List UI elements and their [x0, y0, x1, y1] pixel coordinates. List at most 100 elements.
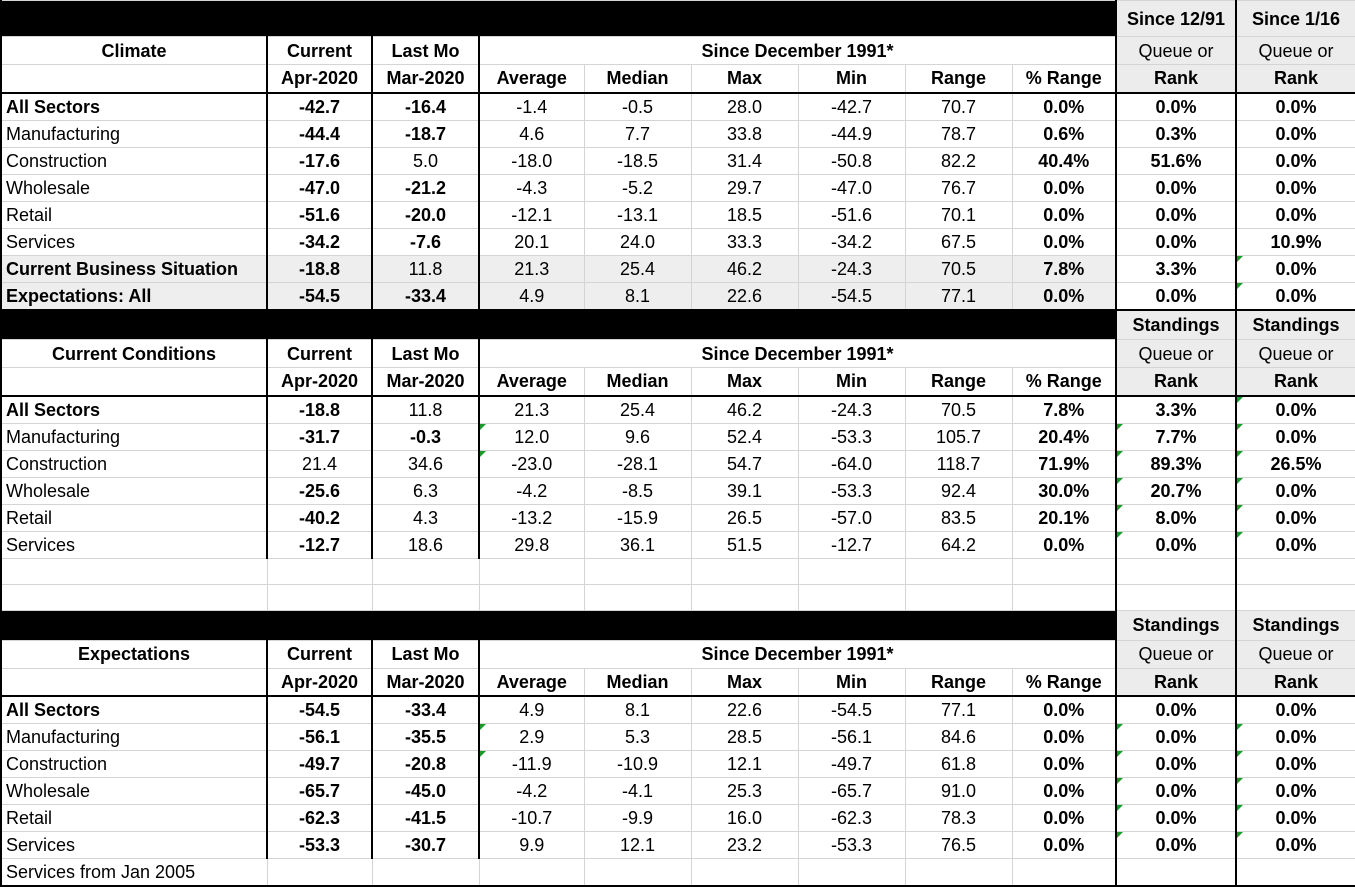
stat-avg[interactable]: 9.9	[478, 831, 585, 859]
stat-min[interactable]: -53.3	[797, 422, 906, 451]
stat-max[interactable]: 18.5	[690, 200, 799, 229]
stat-max[interactable]: 46.2	[690, 254, 799, 283]
since-header[interactable]: Since December 1991*	[477, 339, 1117, 368]
row-label[interactable]: All Sectors	[0, 395, 268, 424]
row-label[interactable]: All Sectors	[0, 695, 268, 724]
current-value[interactable]: -62.3	[266, 804, 373, 832]
stat-min[interactable]: -65.7	[797, 777, 906, 805]
row-label[interactable]: Wholesale	[0, 173, 268, 202]
rank-since-1991[interactable]: 0.0%	[1115, 173, 1237, 202]
empty-cell[interactable]	[266, 583, 373, 611]
stat-avg[interactable]: -4.2	[478, 777, 585, 805]
lastmo-value[interactable]: -20.8	[371, 750, 480, 778]
stat-avg[interactable]: -11.9	[478, 750, 585, 778]
stat-avg[interactable]: -18.0	[478, 146, 585, 175]
section-label[interactable]: Expectations	[0, 639, 268, 669]
lastmo-value[interactable]: -21.2	[371, 173, 480, 202]
rank-since-1991[interactable]: 89.3%	[1115, 449, 1237, 478]
rank-since-2016[interactable]: 0.0%	[1235, 200, 1355, 229]
standings-header[interactable]: Standings	[1235, 309, 1355, 340]
rank-since-2016[interactable]: 0.0%	[1235, 476, 1355, 505]
stat-avg[interactable]: 2.9	[478, 723, 585, 751]
stat-min[interactable]: -56.1	[797, 723, 906, 751]
rank-header[interactable]: Rank	[1235, 64, 1355, 94]
rank-since-1991[interactable]: 0.0%	[1115, 530, 1237, 559]
stat-range[interactable]: 70.5	[904, 254, 1013, 283]
lastmo-value[interactable]: 5.0	[371, 146, 480, 175]
stat-header[interactable]: Median	[583, 367, 692, 397]
stat-median[interactable]: 36.1	[583, 530, 692, 559]
rank-since-2016[interactable]: 0.0%	[1235, 92, 1355, 121]
empty-cell[interactable]	[0, 557, 268, 585]
row-label[interactable]: Retail	[0, 804, 268, 832]
empty-cell[interactable]	[1235, 858, 1355, 887]
stat-min[interactable]: -42.7	[797, 92, 906, 121]
current-value[interactable]: -44.4	[266, 119, 373, 148]
stat-max[interactable]: 28.0	[690, 92, 799, 121]
stat-min[interactable]: -24.3	[797, 395, 906, 424]
section-label[interactable]: Current Conditions	[0, 339, 268, 368]
stat-avg[interactable]: -13.2	[478, 503, 585, 532]
stat-max[interactable]: 33.3	[690, 227, 799, 256]
queue-header[interactable]: Queue or	[1235, 36, 1355, 65]
lastmo-value[interactable]: -16.4	[371, 92, 480, 121]
current-value[interactable]: -18.8	[266, 254, 373, 283]
current-value[interactable]: -49.7	[266, 750, 373, 778]
stat-avg[interactable]: 4.9	[478, 695, 585, 724]
rank-since-1991[interactable]: 0.0%	[1115, 723, 1237, 751]
stat-range[interactable]: 77.1	[904, 281, 1013, 311]
stat-max[interactable]: 22.6	[690, 695, 799, 724]
empty-cell[interactable]	[371, 557, 480, 585]
stat-max[interactable]: 46.2	[690, 395, 799, 424]
stat-header[interactable]: Max	[690, 64, 799, 94]
lastmo-header[interactable]: Last Mo	[371, 639, 480, 669]
current-value[interactable]: -34.2	[266, 227, 373, 256]
stat-max[interactable]: 12.1	[690, 750, 799, 778]
stat-range[interactable]: 76.7	[904, 173, 1013, 202]
row-label[interactable]: Services	[0, 530, 268, 559]
stat-header[interactable]: Max	[690, 367, 799, 397]
current-value[interactable]: -40.2	[266, 503, 373, 532]
queue-header[interactable]: Queue or	[1115, 339, 1237, 368]
rank-since-1991[interactable]: 0.0%	[1115, 200, 1237, 229]
rank-header[interactable]: Rank	[1115, 667, 1237, 697]
current-value[interactable]: -51.6	[266, 200, 373, 229]
stat-avg[interactable]: -10.7	[478, 804, 585, 832]
stat-min[interactable]: -54.5	[797, 281, 906, 311]
stat-range[interactable]: 82.2	[904, 146, 1013, 175]
stat-min[interactable]: -49.7	[797, 750, 906, 778]
section-title[interactable]: Summary of IFO Sector Diffusion Readings…	[0, 0, 1117, 37]
empty-cell[interactable]	[478, 557, 585, 585]
pct-range[interactable]: 20.1%	[1011, 503, 1117, 532]
stat-max[interactable]: 16.0	[690, 804, 799, 832]
stat-min[interactable]: -34.2	[797, 227, 906, 256]
current-date[interactable]: Apr-2020	[266, 667, 373, 697]
empty-cell[interactable]	[690, 557, 799, 585]
stat-avg[interactable]: 4.9	[478, 281, 585, 311]
stat-median[interactable]: -0.5	[583, 92, 692, 121]
stat-median[interactable]: 7.7	[583, 119, 692, 148]
rank-since-2016[interactable]: 0.0%	[1235, 395, 1355, 424]
rank-since-2016[interactable]: 0.0%	[1235, 146, 1355, 175]
pct-range[interactable]: 0.0%	[1011, 723, 1117, 751]
since-header[interactable]: Since December 1991*	[477, 639, 1117, 669]
empty-cell[interactable]	[583, 557, 692, 585]
stat-median[interactable]: 8.1	[583, 281, 692, 311]
queue-header[interactable]: Queue or	[1235, 639, 1355, 669]
empty-cell[interactable]	[478, 858, 585, 887]
standings-header[interactable]: Since 12/91	[1115, 0, 1237, 37]
empty-cell[interactable]	[904, 557, 1013, 585]
rank-since-1991[interactable]: 0.0%	[1115, 831, 1237, 859]
pct-range[interactable]: 0.0%	[1011, 804, 1117, 832]
current-value[interactable]: -56.1	[266, 723, 373, 751]
stat-median[interactable]: -8.5	[583, 476, 692, 505]
stat-avg[interactable]: -4.2	[478, 476, 585, 505]
stat-header[interactable]: Min	[797, 64, 906, 94]
stat-header[interactable]: Range	[904, 667, 1013, 697]
rank-since-2016[interactable]: 0.0%	[1235, 804, 1355, 832]
standings-header[interactable]: Since 1/16	[1235, 0, 1355, 37]
lastmo-date[interactable]: Mar-2020	[371, 64, 480, 94]
current-value[interactable]: -25.6	[266, 476, 373, 505]
stat-max[interactable]: 31.4	[690, 146, 799, 175]
empty-cell[interactable]	[1011, 858, 1117, 887]
